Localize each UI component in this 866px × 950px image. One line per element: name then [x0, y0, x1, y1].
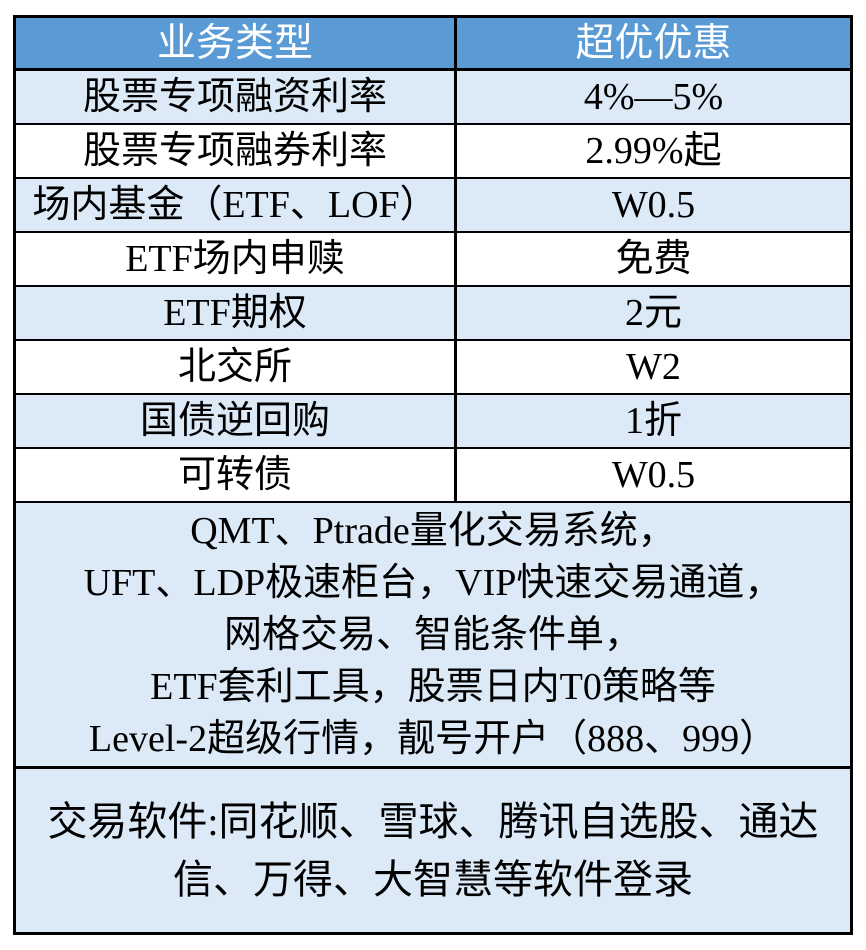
header-cell-business-type: 业务类型	[16, 18, 457, 68]
table-row: 场内基金（ETF、LOF） W0.5	[16, 179, 850, 233]
row-label: 北交所	[16, 341, 457, 393]
table-row: 股票专项融资利率 4%—5%	[16, 71, 850, 125]
table-row: 国债逆回购 1折	[16, 395, 850, 449]
feature-line: Level-2超级行情，靓号开户（888、999）	[88, 717, 778, 760]
feature-line: ETF套利工具，股票日内T0策略等	[150, 665, 716, 708]
table-row: 可转债 W0.5	[16, 449, 850, 503]
row-value: W2	[626, 346, 681, 388]
row-value: W0.5	[611, 454, 696, 496]
feature-line: QMT、Ptrade量化交易系统，	[190, 509, 676, 552]
row-label: 场内基金（ETF、LOF）	[16, 179, 457, 231]
row-label: 可转债	[16, 449, 457, 501]
fee-discount-table: 业务类型 超优优惠 股票专项融资利率 4%—5% 股票专项融券利率 2.99%起…	[13, 15, 853, 935]
row-value: W0.5	[611, 184, 696, 226]
table-row: 北交所 W2	[16, 341, 850, 395]
row-label: 国债逆回购	[16, 395, 457, 447]
row-value: 2.99%起	[585, 130, 722, 172]
table-row: ETF期权 2元	[16, 287, 850, 341]
header-cell-discount: 超优优惠	[575, 21, 732, 65]
row-label: 股票专项融券利率	[16, 125, 457, 177]
row-value: 1折	[624, 400, 682, 442]
trading-software-block: 交易软件:同花顺、雪球、腾讯自选股、通达信、万得、大智慧等软件登录	[16, 769, 850, 932]
row-value: 免费	[615, 238, 692, 280]
row-value: 4%—5%	[583, 76, 724, 118]
row-label: ETF期权	[16, 287, 457, 339]
table-row: 股票专项融券利率 2.99%起	[16, 125, 850, 179]
trading-software-text: 交易软件:同花顺、雪球、腾讯自选股、通达信、万得、大智慧等软件登录	[47, 798, 819, 902]
table-row: ETF场内申赎 免费	[16, 233, 850, 287]
trading-features-block: QMT、Ptrade量化交易系统， UFT、LDP极速柜台，VIP快速交易通道，…	[16, 503, 850, 769]
row-value: 2元	[624, 292, 682, 334]
feature-line: 网格交易、智能条件单，	[223, 613, 642, 656]
row-label: ETF场内申赎	[16, 233, 457, 285]
feature-line: UFT、LDP极速柜台，VIP快速交易通道，	[83, 561, 783, 604]
table-header-row: 业务类型 超优优惠	[16, 18, 850, 71]
row-label: 股票专项融资利率	[16, 71, 457, 123]
